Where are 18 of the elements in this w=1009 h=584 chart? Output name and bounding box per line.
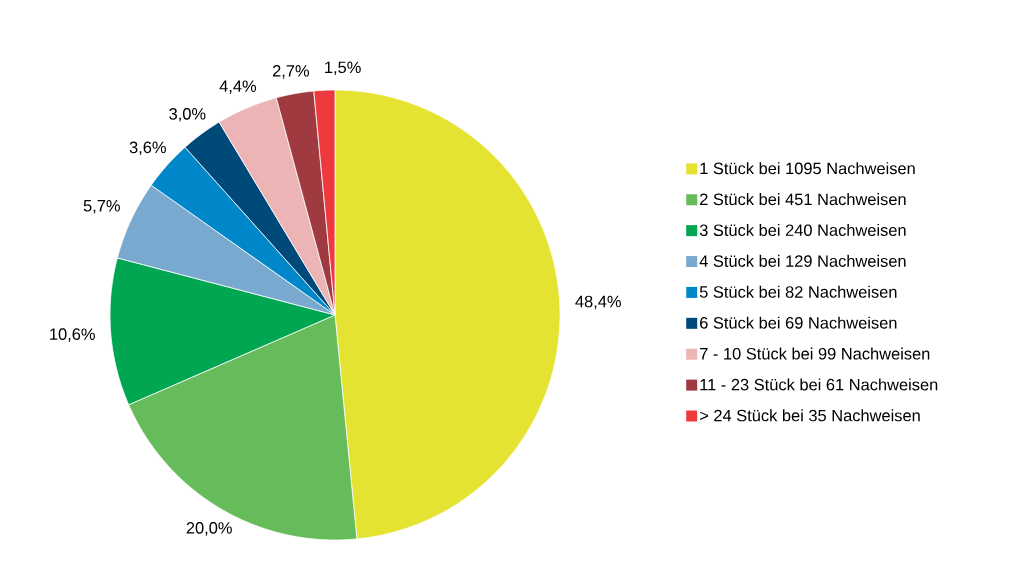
- data-label: 20,0%: [186, 522, 232, 536]
- legend-label: 5 Stück bei 82 Nachweisen: [699, 285, 897, 298]
- data-label: 48,4%: [575, 295, 621, 310]
- legend-label: 11 - 23 Stück bei 61 Nachweisen: [700, 378, 938, 391]
- legend-label: 3 Stück bei 240 Nachweisen: [699, 223, 906, 237]
- data-label: 5,7%: [83, 200, 120, 214]
- legend-label: 6 Stück bei 69 Nachweisen: [700, 316, 897, 329]
- legend-label: 4 Stück bei 129 Nachweisen: [699, 254, 906, 267]
- data-label: 3,0%: [169, 108, 206, 122]
- legend-label: > 24 Stück bei 35 Nachweisen: [700, 409, 920, 422]
- data-label: 1,5%: [325, 61, 361, 76]
- data-label: 2,7%: [272, 65, 310, 79]
- data-label: 10,6%: [50, 328, 95, 342]
- data-label: 4,4%: [219, 80, 257, 94]
- legend-label: 7 - 10 Stück bei 99 Nachweisen: [700, 347, 930, 360]
- legend-label: 2 Stück bei 451 Nachweisen: [700, 193, 906, 206]
- legend-label: 1 Stück bei 1095 Nachweisen: [700, 162, 915, 175]
- data-label: 3,6%: [129, 141, 166, 156]
